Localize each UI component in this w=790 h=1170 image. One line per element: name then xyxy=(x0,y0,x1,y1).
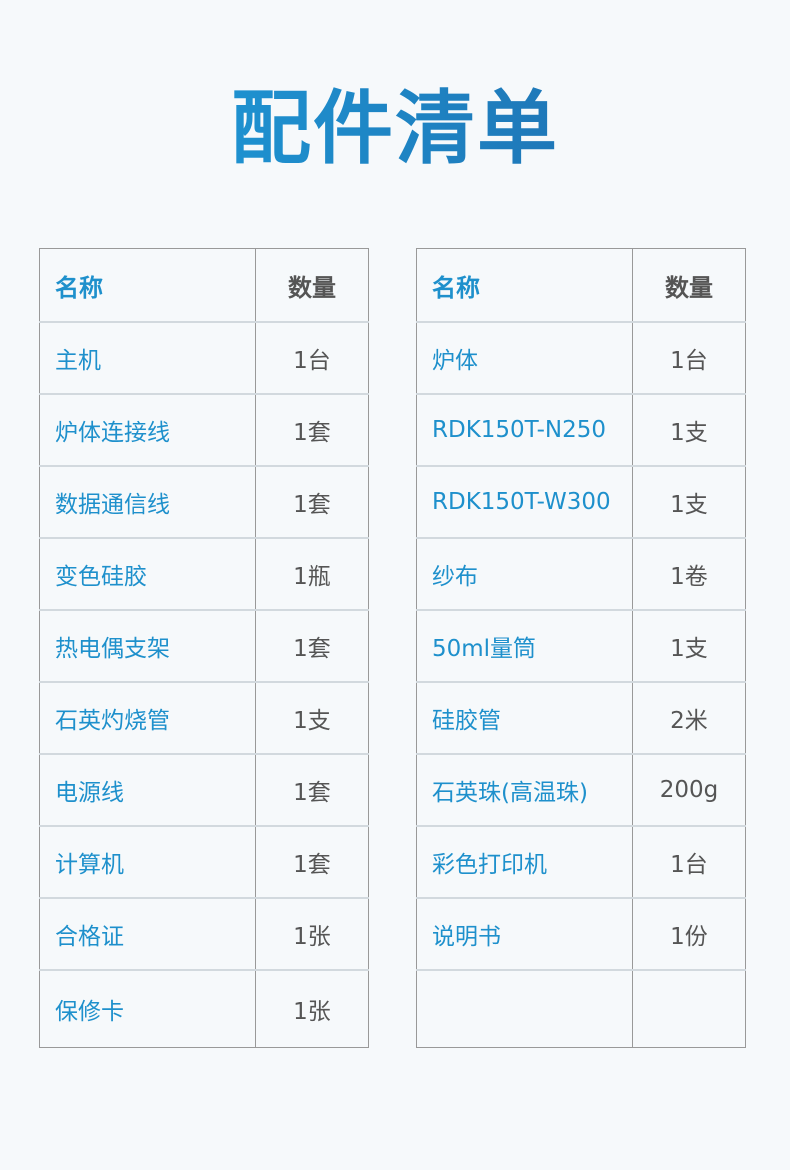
item-qty: 1套 xyxy=(255,826,369,899)
item-qty: 200g xyxy=(632,754,746,827)
item-qty: 1卷 xyxy=(632,538,746,611)
table-header: 名称 数量 xyxy=(39,248,369,323)
table-header: 名称 数量 xyxy=(416,248,746,323)
item-qty: 1支 xyxy=(632,394,746,467)
table-row: 保修卡 1张 xyxy=(39,970,369,1048)
item-name: 石英灼烧管 xyxy=(39,682,256,755)
item-name: 说明书 xyxy=(416,898,633,971)
item-name: 炉体 xyxy=(416,322,633,395)
table-row: 说明书 1份 xyxy=(416,898,746,971)
table-row: 数据通信线 1套 xyxy=(39,466,369,539)
table-row: 彩色打印机 1台 xyxy=(416,826,746,899)
header-name: 名称 xyxy=(416,248,633,323)
page-title: 配件清单 xyxy=(0,78,790,178)
table-row: 50ml量筒 1支 xyxy=(416,610,746,683)
table-row: 热电偶支架 1套 xyxy=(39,610,369,683)
table-row xyxy=(416,970,746,1048)
item-qty: 1套 xyxy=(255,466,369,539)
table-row: 变色硅胶 1瓶 xyxy=(39,538,369,611)
item-name: 合格证 xyxy=(39,898,256,971)
table-row: 石英珠(高温珠) 200g xyxy=(416,754,746,827)
item-qty: 1瓶 xyxy=(255,538,369,611)
item-name: 主机 xyxy=(39,322,256,395)
item-name: 硅胶管 xyxy=(416,682,633,755)
item-qty: 1张 xyxy=(293,999,331,1025)
table-row: 纱布 1卷 xyxy=(416,538,746,611)
item-qty xyxy=(633,970,746,1048)
item-name: RDK150T-W300 xyxy=(416,466,633,539)
table-row: 主机 1台 xyxy=(39,322,369,395)
table-row: 硅胶管 2米 xyxy=(416,682,746,755)
item-name xyxy=(416,970,633,1048)
table-row: 炉体 1台 xyxy=(416,322,746,395)
item-name: 电源线 xyxy=(39,754,256,827)
item-name: 纱布 xyxy=(416,538,633,611)
item-name: 炉体连接线 xyxy=(39,394,256,467)
table-row: 合格证 1张 xyxy=(39,898,369,971)
item-qty: 1台 xyxy=(255,322,369,395)
item-qty: 1张 xyxy=(255,898,369,971)
item-qty: 1份 xyxy=(632,898,746,971)
item-qty: 1台 xyxy=(632,826,746,899)
header-qty: 数量 xyxy=(632,248,746,323)
item-name: 石英珠(高温珠) xyxy=(416,754,633,827)
table-row: 电源线 1套 xyxy=(39,754,369,827)
item-name: 彩色打印机 xyxy=(416,826,633,899)
item-qty: 1台 xyxy=(632,322,746,395)
table-row: RDK150T-N250 1支 xyxy=(416,394,746,467)
item-qty: 1支 xyxy=(255,682,369,755)
header-name: 名称 xyxy=(39,248,256,323)
accessory-table-right: 名称 数量 炉体 1台 RDK150T-N250 1支 RDK150T-W300 1支 纱布 1卷… xyxy=(416,248,746,1048)
item-qty: 1支 xyxy=(632,610,746,683)
item-name: 计算机 xyxy=(39,826,256,899)
item-qty: 1支 xyxy=(632,466,746,539)
header-qty: 数量 xyxy=(255,248,369,323)
item-qty: 1套 xyxy=(255,610,369,683)
item-name: 热电偶支架 xyxy=(39,610,256,683)
item-name: 数据通信线 xyxy=(39,466,256,539)
table-row: 石英灼烧管 1支 xyxy=(39,682,369,755)
table-row: 计算机 1套 xyxy=(39,826,369,899)
item-name: 变色硅胶 xyxy=(39,538,256,611)
table-row: 炉体连接线 1套 xyxy=(39,394,369,467)
item-name: RDK150T-N250 xyxy=(416,394,633,467)
item-name: 保修卡 xyxy=(39,970,256,1048)
accessory-table-left: 名称 数量 主机 1台 炉体连接线 1套 数据通信线 1套 变色硅胶 1瓶 热电偶支架 1套 石英灼烧管… xyxy=(39,248,369,1048)
item-qty: 1套 xyxy=(255,754,369,827)
item-name: 50ml量筒 xyxy=(416,610,633,683)
item-qty: 2米 xyxy=(632,682,746,755)
item-qty: 1套 xyxy=(255,394,369,467)
table-row: RDK150T-W300 1支 xyxy=(416,466,746,539)
